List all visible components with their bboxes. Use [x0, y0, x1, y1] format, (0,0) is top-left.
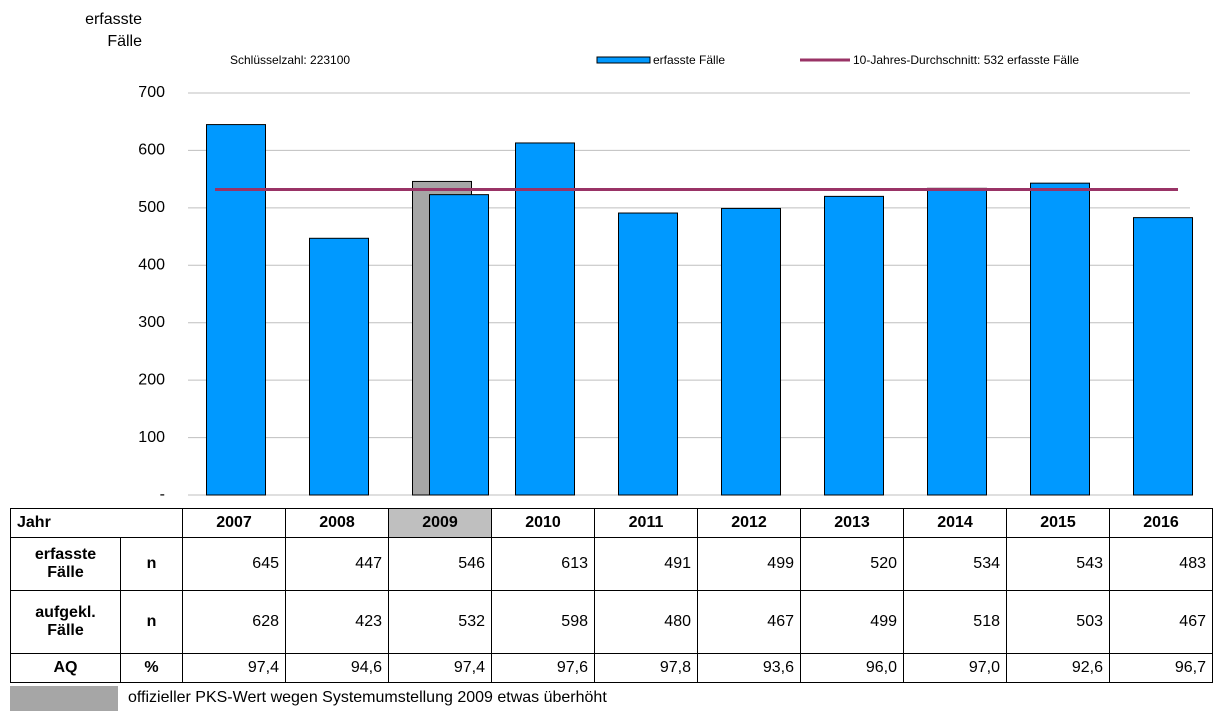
header-cell: 2014: [903, 508, 1007, 538]
table-row: aufgekl. Fälle n 628 423 532 598 480 467 499 518 5…: [10, 590, 1213, 654]
annotation: Schlüsselzahl: 223100: [230, 53, 350, 67]
cell: 97,0: [903, 653, 1007, 683]
cell: 613: [491, 537, 595, 591]
header-cell: 2011: [594, 508, 698, 538]
cell: 423: [285, 590, 389, 654]
legend-swatch: [596, 56, 651, 64]
header-cell: 2012: [697, 508, 801, 538]
cell: 93,6: [697, 653, 801, 683]
y-tick-label: 200: [138, 371, 165, 388]
cell: 96,0: [800, 653, 904, 683]
cell: 598: [491, 590, 595, 654]
y-tick-label: -: [160, 486, 165, 503]
cell: 520: [800, 537, 904, 591]
y-tick-label: 100: [138, 429, 165, 446]
cell: 96,7: [1109, 653, 1213, 683]
row-label: aufgekl. Fälle: [10, 590, 121, 654]
bar: [618, 212, 678, 496]
bar: [206, 124, 266, 496]
cell: 543: [1006, 537, 1110, 591]
bar: [1133, 217, 1193, 496]
table-row: AQ% 97,4 94,6 97,4 97,6 97,8 93,6 96,0 97,0 92,6 9…: [10, 653, 1213, 683]
header-row: Jahr 2007 2008 2009 2010 2011 2012 2013 2014 2015…: [10, 508, 1213, 538]
cell: 467: [1109, 590, 1213, 654]
header-cell: 2007: [182, 508, 286, 538]
y-tick-label: 700: [138, 84, 165, 101]
cell: 92,6: [1006, 653, 1110, 683]
row-unit: n: [120, 590, 183, 654]
cell: 97,4: [388, 653, 492, 683]
legend-label: 10-Jahres-Durchschnitt: 532 erfasste Fäl…: [853, 53, 1079, 67]
cell: 97,4: [182, 653, 286, 683]
cell: 491: [594, 537, 698, 591]
header-cell: 2010: [491, 508, 595, 538]
cell: 447: [285, 537, 389, 591]
row-label: AQ: [10, 653, 121, 683]
y-axis-label: Fälle: [107, 33, 142, 50]
header-cell: 2009: [388, 508, 492, 538]
y-tick-label: 300: [138, 314, 165, 331]
bar: [515, 142, 575, 496]
header-cell: Jahr: [10, 508, 183, 538]
cell: 499: [800, 590, 904, 654]
bar: [429, 194, 489, 496]
cell: 628: [182, 590, 286, 654]
cell: 645: [182, 537, 286, 591]
row-unit: %: [120, 653, 183, 683]
cell: 97,6: [491, 653, 595, 683]
legend-label: erfasste Fälle: [653, 53, 725, 67]
bar: [721, 207, 781, 496]
cell: 532: [388, 590, 492, 654]
cell: 534: [903, 537, 1007, 591]
data-table: Jahr 2007 2008 2009 2010 2011 2012 2013 2014 2015…: [10, 508, 1213, 683]
footnote-text: offizieller PKS-Wert wegen Systemumstell…: [128, 689, 607, 706]
cell: 499: [697, 537, 801, 591]
cell: 546: [388, 537, 492, 591]
cell: 467: [697, 590, 801, 654]
header-cell: 2015: [1006, 508, 1110, 538]
y-tick-label: 500: [138, 199, 165, 216]
cell: 518: [903, 590, 1007, 654]
footnote-swatch: [10, 686, 118, 711]
cell: 503: [1006, 590, 1110, 654]
y-tick-label: 400: [138, 257, 165, 274]
bar: [1030, 182, 1090, 496]
cell: 483: [1109, 537, 1213, 591]
header-cell: 2008: [285, 508, 389, 538]
table-row: erfasste Fälle n 645 447 546 613 491 499 520 534 5…: [10, 537, 1213, 591]
cell: 97,8: [594, 653, 698, 683]
bar: [927, 187, 987, 496]
bar: [309, 237, 369, 496]
bar: [824, 195, 884, 496]
row-unit: n: [120, 537, 183, 591]
header-cell: 2013: [800, 508, 904, 538]
row-label: erfasste Fälle: [10, 537, 121, 591]
y-tick-label: 600: [138, 142, 165, 159]
y-axis-label: erfasste: [85, 11, 142, 28]
header-cell: 2016: [1109, 508, 1213, 538]
cell: 480: [594, 590, 698, 654]
cell: 94,6: [285, 653, 389, 683]
